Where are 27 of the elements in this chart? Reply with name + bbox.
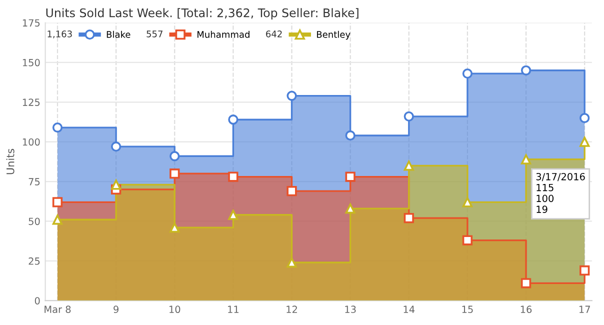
x-tick-label: 9	[114, 306, 118, 314]
y-tick-label: 50	[28, 218, 40, 226]
legend-label: Muhammad	[198, 30, 250, 38]
x-tick-label: 12	[286, 306, 297, 313]
annotation: 3/17/2016 115 100 19	[536, 172, 585, 213]
y-axis-title: Units	[6, 148, 14, 174]
x-tick-label: 14	[404, 306, 415, 313]
x-tick-label: 16	[520, 306, 532, 314]
annotation: 557	[146, 30, 162, 38]
y-tick-label: 100	[22, 138, 40, 146]
y-tick-label: 175	[22, 19, 40, 27]
y-tick-label: 25	[28, 257, 40, 265]
x-tick-label: 11	[228, 306, 238, 313]
legend-label: Blake	[106, 30, 130, 38]
chart-title: Units Sold Last Week. [Total: 2,362, Top Seller: Blake]	[46, 8, 358, 20]
y-tick-label: 0	[34, 297, 40, 304]
y-tick-label: 75	[28, 178, 40, 186]
x-tick-label: 10	[170, 306, 180, 314]
x-tick-label: 15	[462, 306, 473, 314]
x-tick-label: 13	[345, 306, 356, 314]
x-tick-label: 17	[579, 306, 590, 313]
y-tick-label: 125	[22, 98, 40, 106]
annotation: 642	[266, 30, 282, 38]
x-tick-label: Mar 8	[44, 306, 71, 314]
legend-label: Bentley	[317, 30, 350, 40]
annotation: 1,163	[48, 30, 72, 38]
y-tick-label: 150	[22, 58, 40, 66]
